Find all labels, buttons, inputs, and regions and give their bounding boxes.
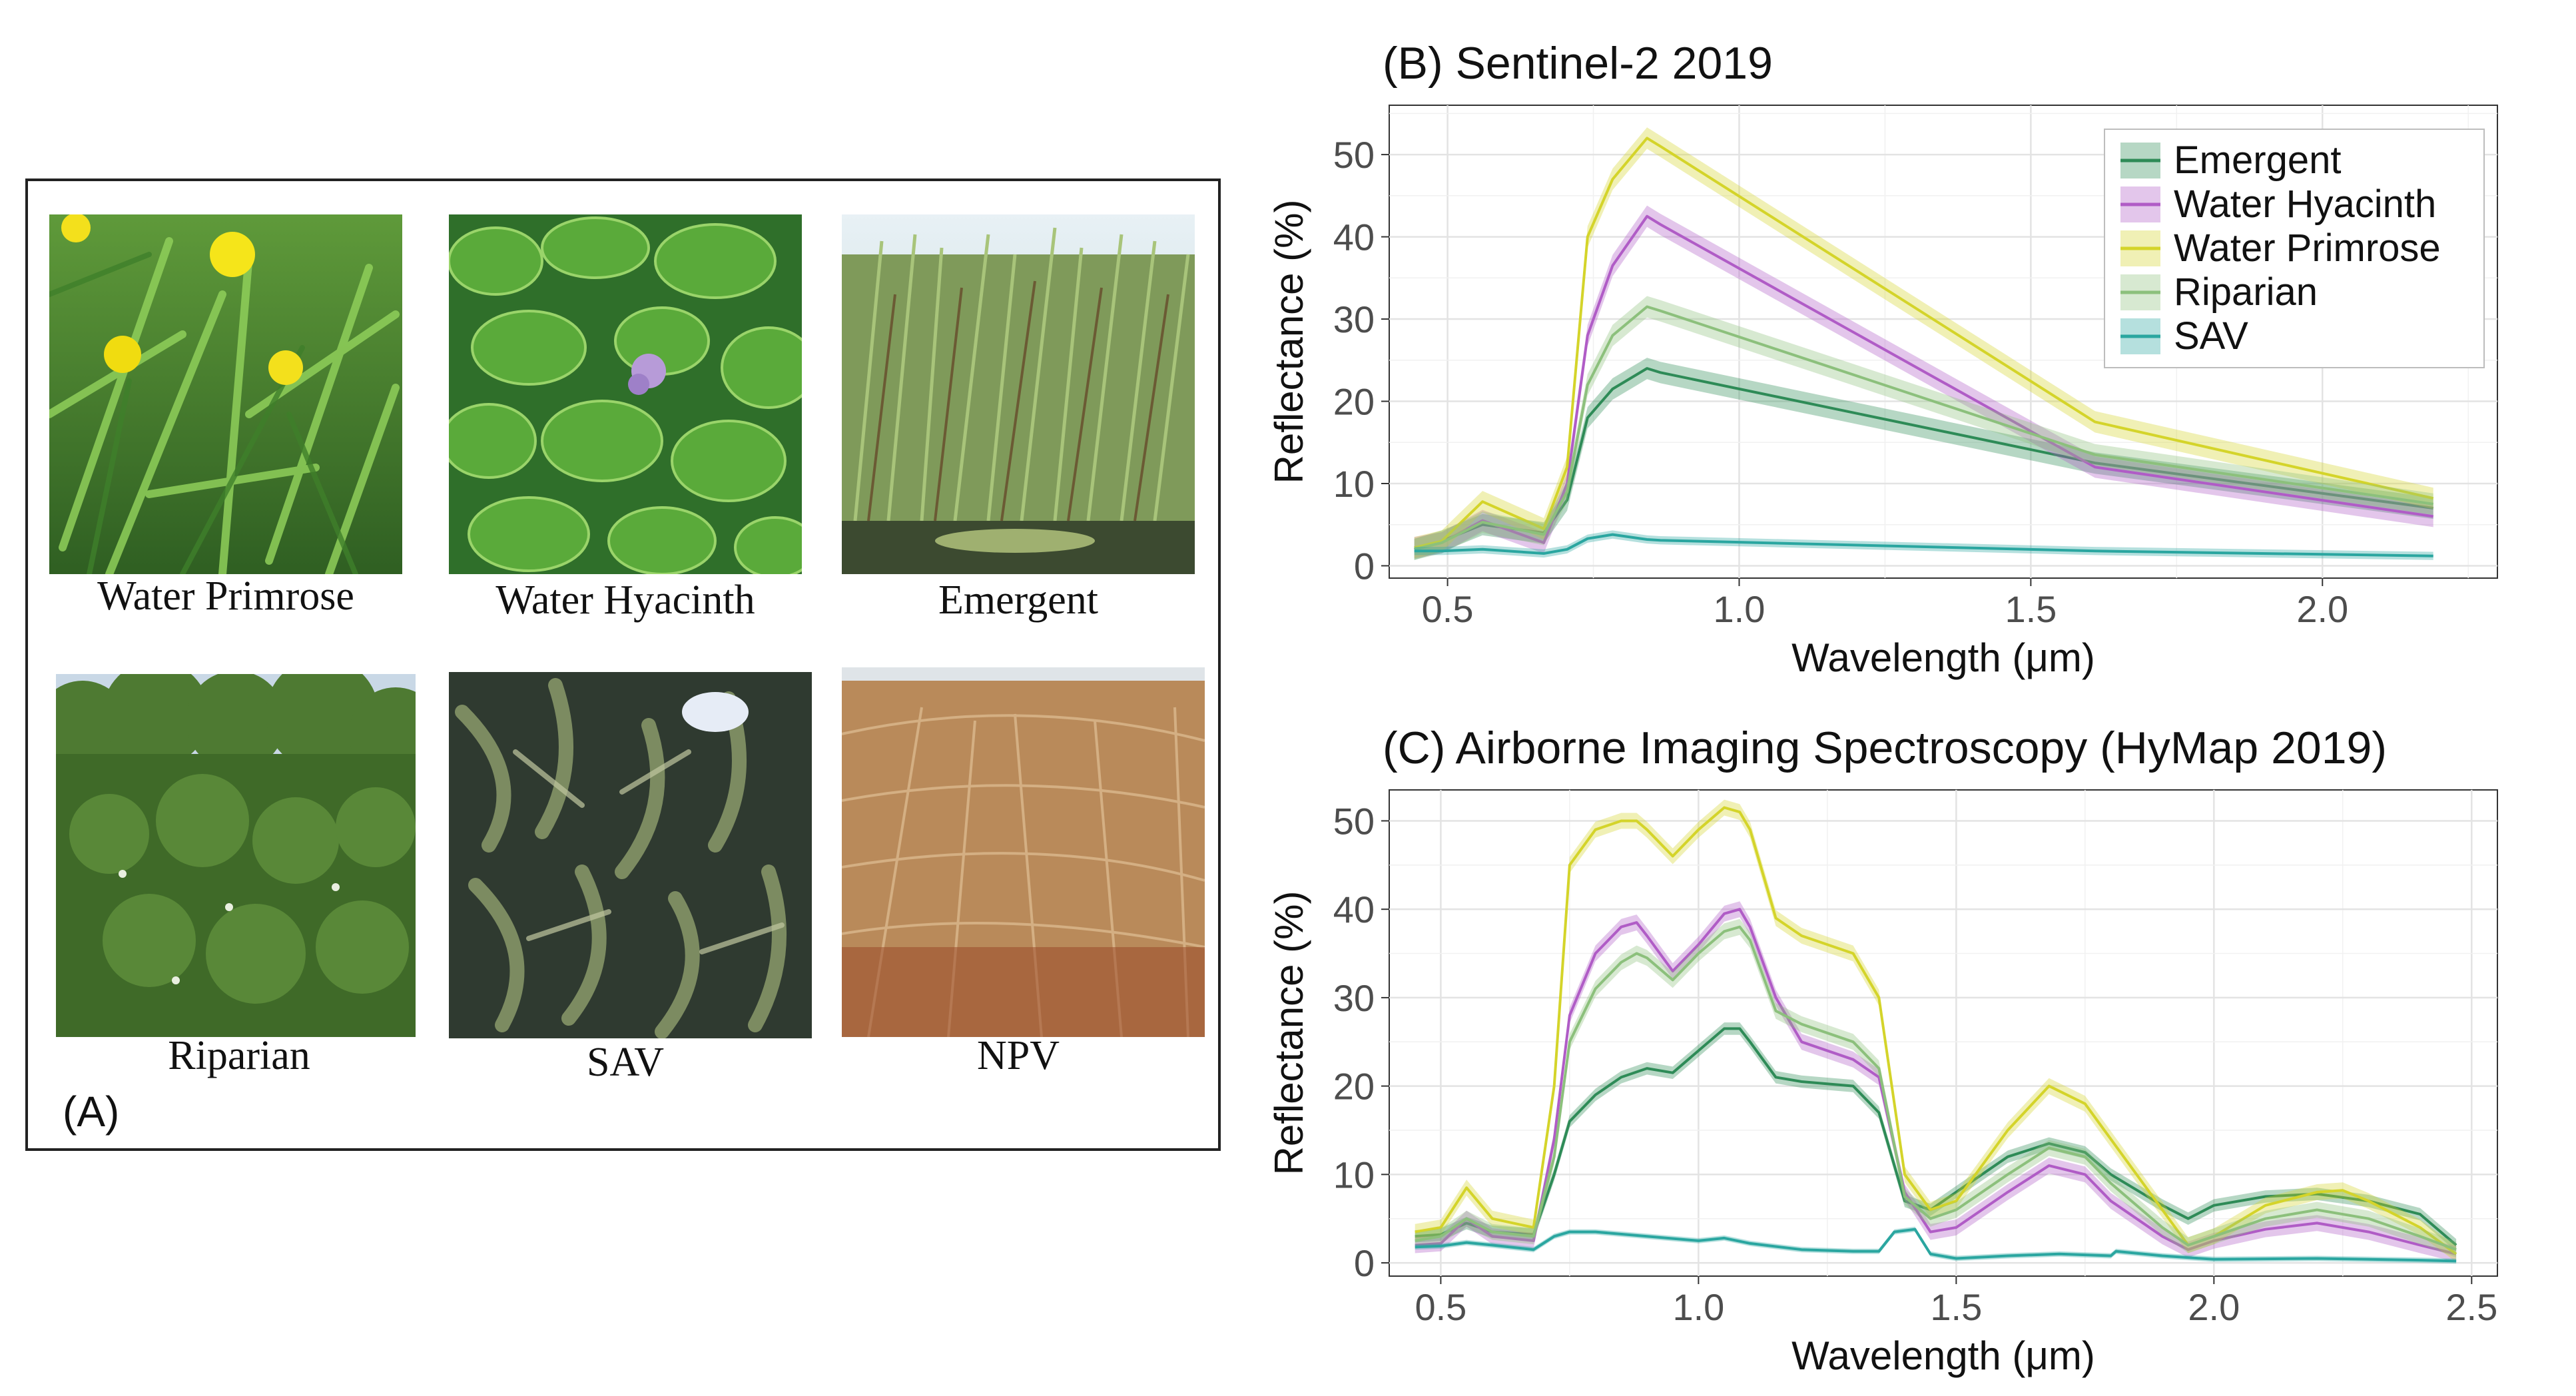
panel-a-label: (A) <box>63 1088 120 1136</box>
chart-b-y-tick-label: 10 <box>1333 463 1375 505</box>
water-hyacinth-photo <box>449 214 802 574</box>
chart-c-water-primrose-line <box>1415 806 2457 1255</box>
chart-b-y-axis-label: Reflectance (%) <box>1267 200 1311 484</box>
caption-water-hyacinth: Water Hyacinth <box>495 577 755 623</box>
water-primrose-photo-image <box>49 214 402 574</box>
chart-b-title: (B) Sentinel-2 2019 <box>1383 38 1773 89</box>
chart-c-sav-line <box>1415 1227 2457 1263</box>
chart-b-x-tick-label: 2.0 <box>2296 588 2348 630</box>
chart-b-emergent-confidence-band <box>1414 358 2433 560</box>
caption-npv: NPV <box>976 1033 1060 1078</box>
npv-photo <box>842 667 1205 1037</box>
chart-c-riparian-confidence-band <box>1415 918 2457 1258</box>
emergent-photo <box>842 214 1195 574</box>
caption-water-primrose: Water Primrose <box>97 573 354 619</box>
caption-emergent: Emergent <box>938 577 1098 623</box>
chart-c-y-tick-label: 10 <box>1333 1154 1375 1196</box>
chart-b-riparian-confidence-band <box>1414 296 2433 560</box>
chart-c-title: (C) Airborne Imaging Spectroscopy (HyMap… <box>1383 723 2387 773</box>
legend-label-water-primrose: Water Primrose <box>2174 226 2441 270</box>
chart-b-x-tick-label: 1.5 <box>2005 588 2057 630</box>
chart-b-x-tick-label: 1.0 <box>1714 588 1766 630</box>
chart-b-water-primrose-line <box>1414 137 2434 549</box>
legend-label-riparian: Riparian <box>2174 270 2318 314</box>
chart-c-x-tick-label: 1.5 <box>1930 1286 1982 1328</box>
chart-c-y-tick-label: 30 <box>1333 977 1375 1019</box>
npv-photo-image <box>842 667 1205 1037</box>
water-hyacinth-photo-image <box>449 214 802 574</box>
emergent-photo-image <box>842 214 1195 574</box>
chart-c-riparian-line <box>1415 925 2457 1251</box>
chart-c-water-hyacinth-line <box>1415 908 2457 1255</box>
legend-label-sav: SAV <box>2174 314 2248 358</box>
panel-a-photo-grid: Water Primrose Water Hyacinth <box>25 178 1221 1151</box>
chart-c-y-tick-label: 40 <box>1333 888 1375 930</box>
chart-b-x-axis-label: Wavelength (μm) <box>1791 635 2095 680</box>
chart-b-y-tick-label: 0 <box>1354 545 1375 587</box>
chart-b-legend-box <box>2104 129 2485 368</box>
riparian-photo-image <box>56 674 416 1037</box>
chart-c-x-tick-label: 0.5 <box>1415 1286 1466 1328</box>
chart-c-y-tick-label: 0 <box>1354 1242 1375 1284</box>
chart-c-x-axis-label: Wavelength (μm) <box>1791 1333 2095 1378</box>
chart-c-x-tick-label: 1.0 <box>1672 1286 1724 1328</box>
chart-b-x-tick-label: 0.5 <box>1422 588 1474 630</box>
legend-label-water-hyacinth: Water Hyacinth <box>2174 182 2436 226</box>
chart-b-riparian-line <box>1414 305 2433 551</box>
caption-sav: SAV <box>586 1040 665 1085</box>
chart-b-sav-line <box>1414 533 2433 557</box>
caption-riparian: Riparian <box>168 1033 310 1078</box>
chart-b: (B) Sentinel-2 2019 0.5 1.0 1.5 2.0 0 10 20 30 40… <box>1267 38 2498 680</box>
chart-b-y-tick-label: 40 <box>1333 216 1375 258</box>
riparian-photo <box>56 674 416 1037</box>
chart-c: (C) Airborne Imaging Spectroscopy (HyMap… <box>1267 723 2498 1378</box>
sav-photo <box>449 672 812 1038</box>
chart-b-y-tick-label: 20 <box>1333 381 1375 423</box>
chart-c-y-axis-label: Reflectance (%) <box>1267 891 1311 1176</box>
chart-b-y-tick-label: 50 <box>1333 134 1375 176</box>
chart-b-water-primrose-confidence-band <box>1414 127 2433 559</box>
chart-c-x-tick-label: 2.0 <box>2188 1286 2240 1328</box>
chart-c-water-hyacinth-confidence-band <box>1415 901 2457 1262</box>
chart-c-emergent-line <box>1415 1027 2457 1247</box>
chart-c-gridlines <box>1389 790 2497 1276</box>
chart-b-water-hyacinth-confidence-band <box>1414 205 2433 559</box>
chart-c-y-tick-label: 20 <box>1333 1066 1375 1108</box>
chart-b-y-tick-label: 30 <box>1333 298 1375 340</box>
water-primrose-photo <box>49 214 402 574</box>
sav-photo-image <box>449 672 812 1038</box>
legend-label-emergent: Emergent <box>2174 139 2341 182</box>
chart-c-x-tick-label: 2.5 <box>2445 1286 2497 1328</box>
chart-c-y-tick-label: 50 <box>1333 800 1375 842</box>
